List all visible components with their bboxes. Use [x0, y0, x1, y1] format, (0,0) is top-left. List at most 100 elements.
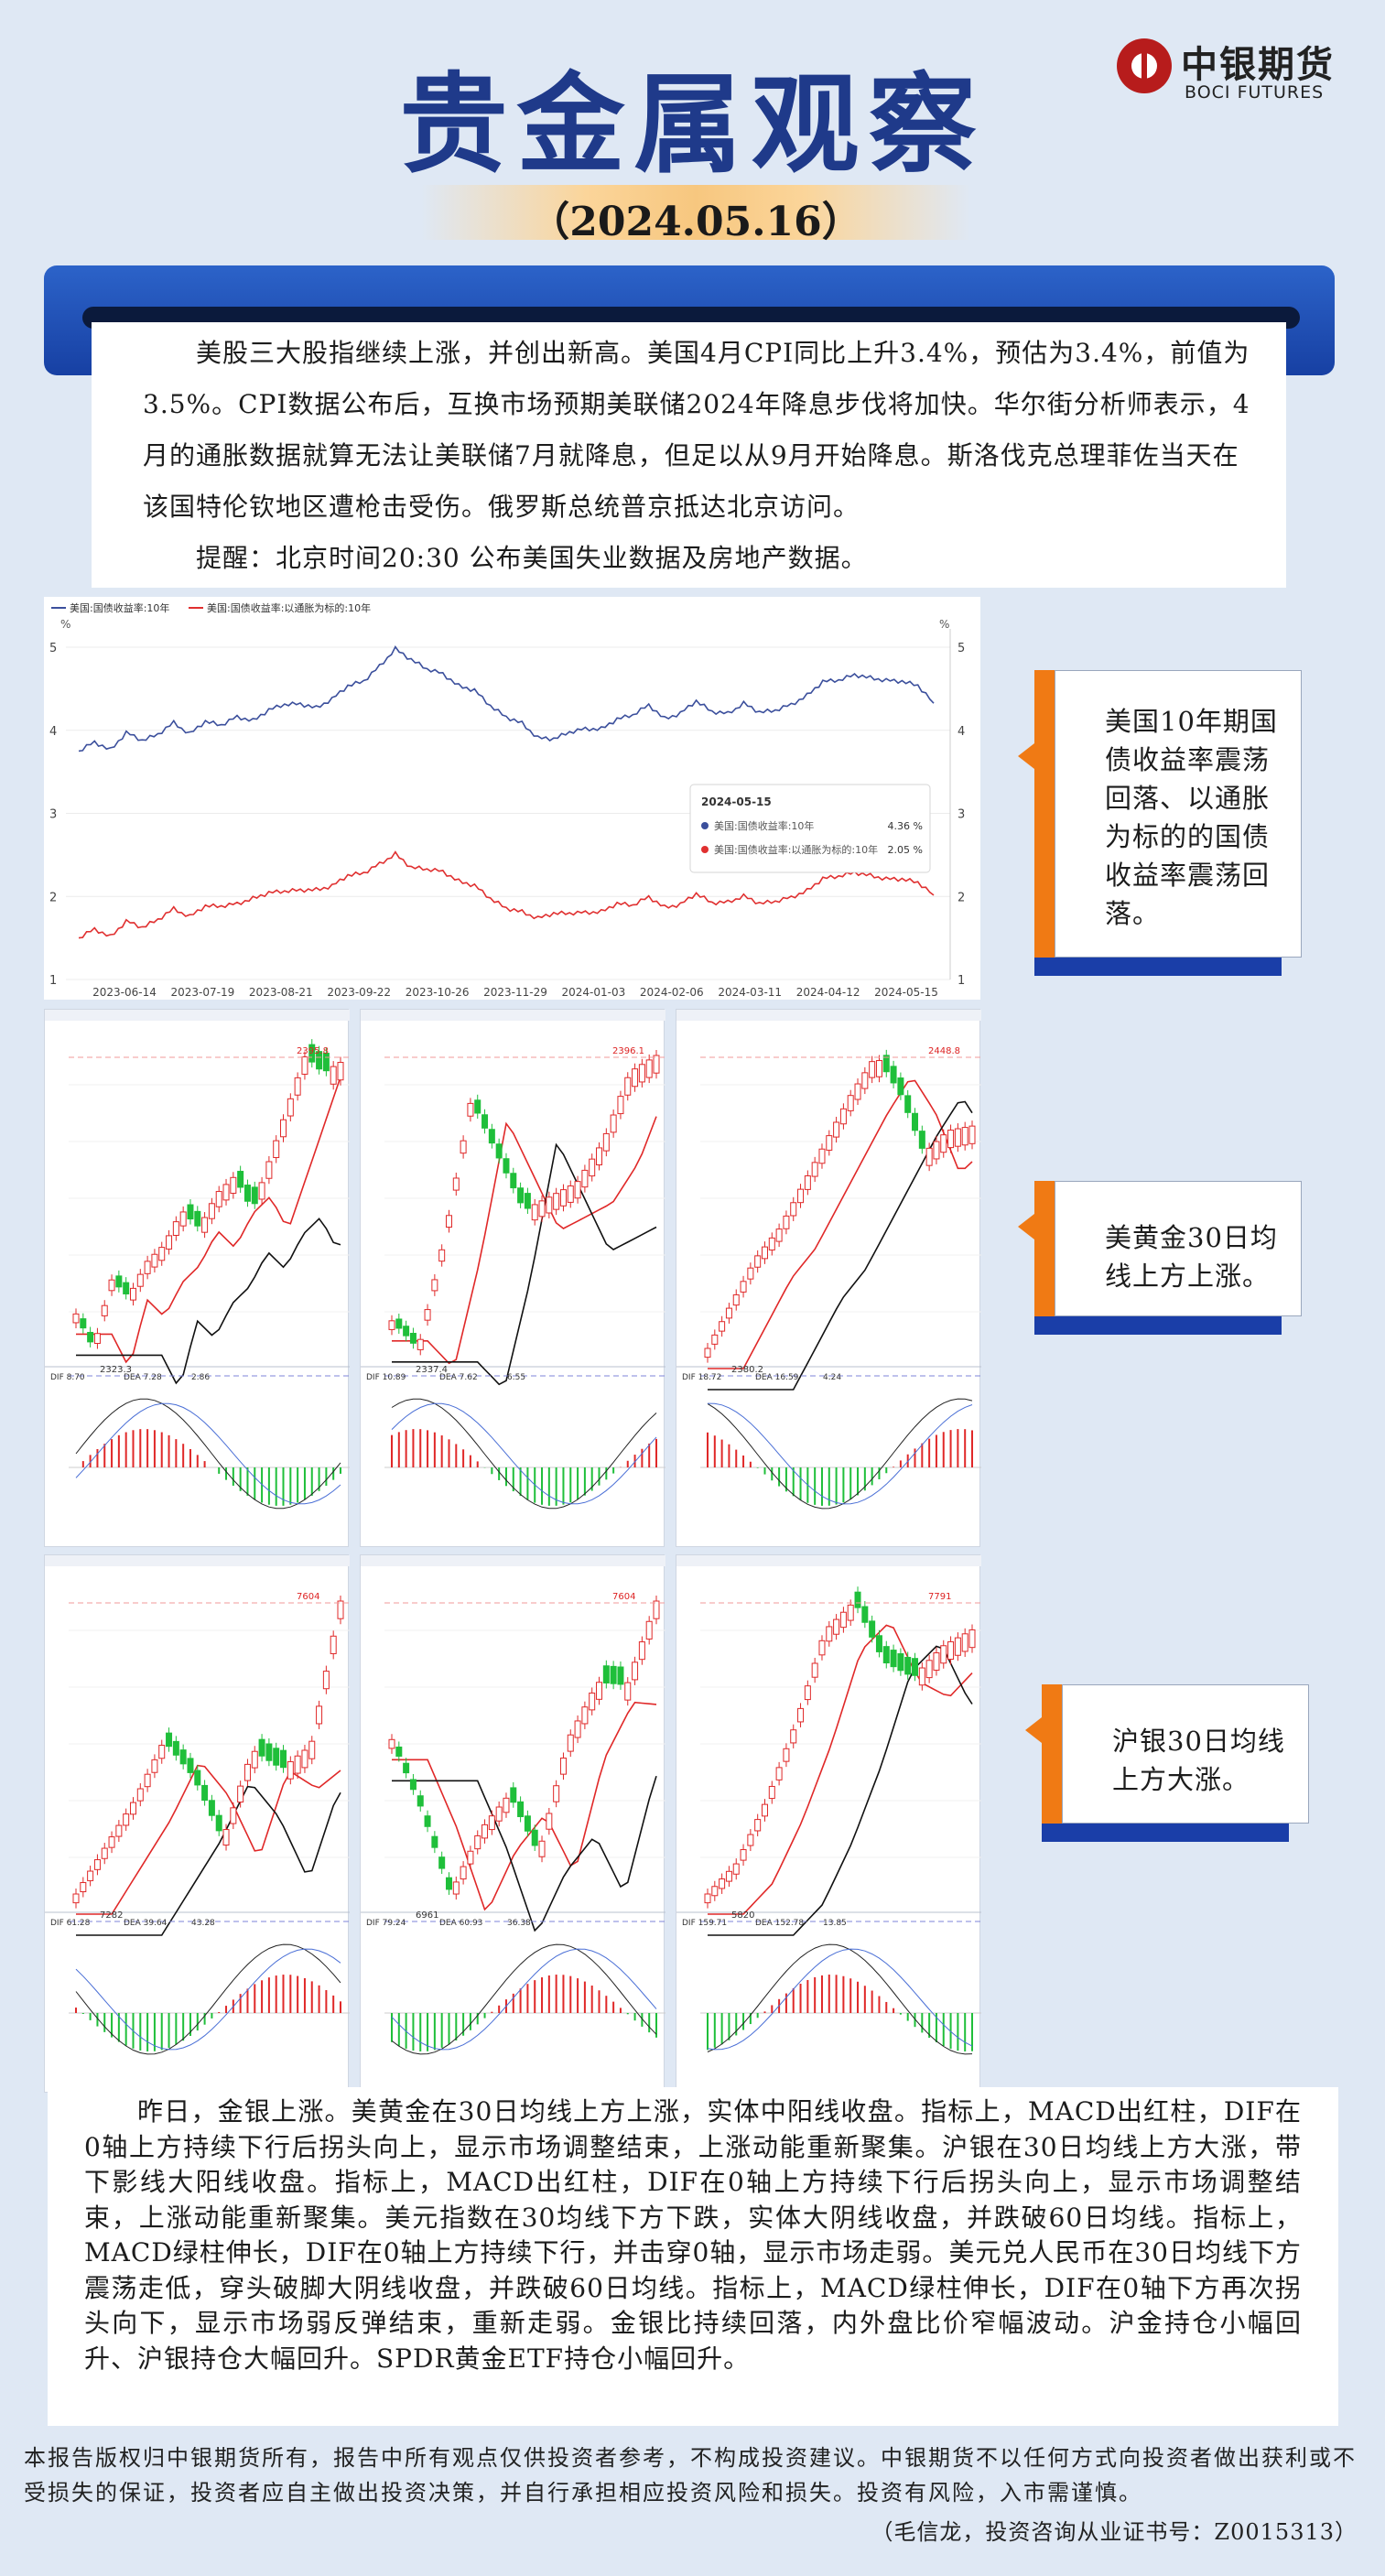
candle-body — [719, 1321, 726, 1332]
y-tick-right: 1 — [958, 974, 965, 988]
candle-body — [947, 1640, 955, 1661]
candle-body — [882, 1055, 890, 1073]
candle-body — [424, 1309, 431, 1321]
tooltip-date: 2024-05-15 — [701, 796, 772, 808]
intro-box: 美股三大股指继续上涨，并创出新高。美国4月CPI同比上升3.4%，预估为3.4%… — [92, 322, 1286, 588]
silver-callout: 沪银30日均线上方大涨。 — [1025, 1684, 1309, 1842]
macd-dea-line — [391, 1948, 657, 2051]
candle-body — [897, 1653, 904, 1672]
legend-label: 美国:国债收益率:10年 — [70, 601, 169, 614]
x-tick: 2024-05-15 — [874, 986, 938, 999]
candle-body — [151, 1759, 158, 1773]
candle-body — [933, 1141, 940, 1160]
company-logo: 中银期货 BOCI FUTURES — [1117, 35, 1346, 108]
candle-body — [280, 1119, 287, 1138]
candle-body — [488, 1129, 495, 1144]
candle-body — [503, 1158, 510, 1174]
candle-body — [904, 1095, 912, 1113]
tooltip-box — [689, 784, 931, 873]
y-unit-right: % — [939, 618, 949, 631]
candlestick-chart-panel: 2448.8 2380.2 DIF 18.72 DEA 16.59 4.24 — [676, 1009, 981, 1547]
candle-body — [467, 1850, 474, 1865]
candle-body — [761, 1246, 768, 1260]
high-label: 7791 — [928, 1592, 951, 1602]
logo-english-name: BOCI FUTURES — [1185, 82, 1325, 103]
candle-body — [87, 1870, 94, 1881]
macd-dea: DEA 7.62 — [439, 1373, 478, 1382]
candle-body — [510, 1173, 517, 1189]
candle-body — [918, 1667, 925, 1686]
candle-body — [531, 1204, 538, 1221]
candle-body — [653, 1055, 660, 1074]
candle-body — [445, 1877, 452, 1890]
candle-body — [287, 1760, 294, 1780]
candle-body — [222, 1829, 230, 1846]
candle-body — [538, 1200, 546, 1218]
candle-body — [237, 1785, 244, 1803]
candle-body — [115, 1824, 123, 1837]
tooltip-name: 美国:国债收益率:以通胀为标的:10年 — [714, 843, 878, 856]
candle-body — [431, 1279, 438, 1292]
candle-body — [775, 1228, 783, 1242]
candle-body — [417, 1338, 424, 1350]
candle-body — [251, 1750, 258, 1769]
candle-body — [409, 1779, 417, 1791]
candle-body — [783, 1748, 790, 1762]
macd-dif: DIF 61.28 — [50, 1919, 91, 1928]
candle-body — [918, 1131, 925, 1149]
candle-body — [732, 1863, 740, 1875]
x-tick: 2024-02-06 — [640, 986, 704, 999]
ma60-line — [392, 1142, 657, 1386]
candle-body — [567, 1734, 574, 1752]
candle-body — [632, 1661, 639, 1681]
ma30-line — [708, 1079, 973, 1369]
macd-value: 4.24 — [823, 1373, 841, 1382]
candle-body — [330, 1066, 337, 1085]
candle-body — [596, 1682, 603, 1700]
candle-body — [826, 1626, 833, 1642]
candlestick-chart: 2448.8 2380.2 DIF 18.72 DEA 16.59 4.24 — [676, 1010, 981, 1510]
macd-dif: DIF 10.89 — [366, 1373, 406, 1382]
candle-body — [854, 1083, 861, 1100]
ma30-line — [76, 1077, 341, 1364]
candle-body — [933, 1652, 940, 1671]
candle-body — [187, 1204, 194, 1220]
candle-body — [940, 1645, 947, 1664]
macd-dif: DIF 18.72 — [682, 1373, 721, 1382]
low-label: 2337.4 — [416, 1365, 448, 1375]
candle-body — [460, 1140, 467, 1154]
low-label: 2323.3 — [100, 1365, 132, 1375]
callout-base — [1034, 958, 1282, 976]
candle-body — [553, 1785, 560, 1802]
candle-body — [804, 1175, 811, 1190]
candlestick-chart: 2396.1 2337.4 DIF 10.89 DEA 7.62 6.55 — [361, 1010, 665, 1510]
candle-body — [72, 1893, 80, 1904]
candle-body — [783, 1215, 790, 1229]
callout-accent — [1042, 1684, 1062, 1824]
candle-body — [811, 1662, 818, 1678]
high-label: 2448.8 — [928, 1046, 960, 1056]
candle-body — [308, 1044, 316, 1063]
candle-body — [839, 1611, 847, 1629]
analysis-box: 昨日，金银上涨。美黄金在30日均线上方上涨，实体中阳线收盘。指标上，MACD出红… — [48, 2087, 1338, 2426]
intro-reminder: 提醒：北京时间20:30 公布美国失业数据及房地产数据。 — [196, 543, 868, 573]
candle-body — [395, 1746, 403, 1757]
series-line — [78, 644, 935, 752]
candle-body — [438, 1249, 446, 1262]
ma30-line — [76, 1764, 341, 1915]
series-line — [78, 850, 935, 939]
candlestick-chart-panel: 7791 5820 DIF 159.71 DEA 152.78 13.85 — [676, 1554, 981, 2093]
candle-body — [388, 1320, 395, 1330]
candle-body — [797, 1188, 805, 1204]
candle-body — [158, 1247, 166, 1261]
candle-body — [890, 1650, 897, 1668]
low-label: 5820 — [731, 1910, 754, 1921]
macd-value: 43.28 — [191, 1919, 215, 1928]
candle-body — [632, 1068, 639, 1088]
candle-body — [482, 1114, 489, 1129]
logo-mark-icon — [1117, 38, 1172, 93]
candle-body — [474, 1835, 482, 1850]
candle-body — [704, 1893, 711, 1904]
candle-body — [287, 1098, 294, 1117]
candle-body — [208, 1203, 215, 1219]
